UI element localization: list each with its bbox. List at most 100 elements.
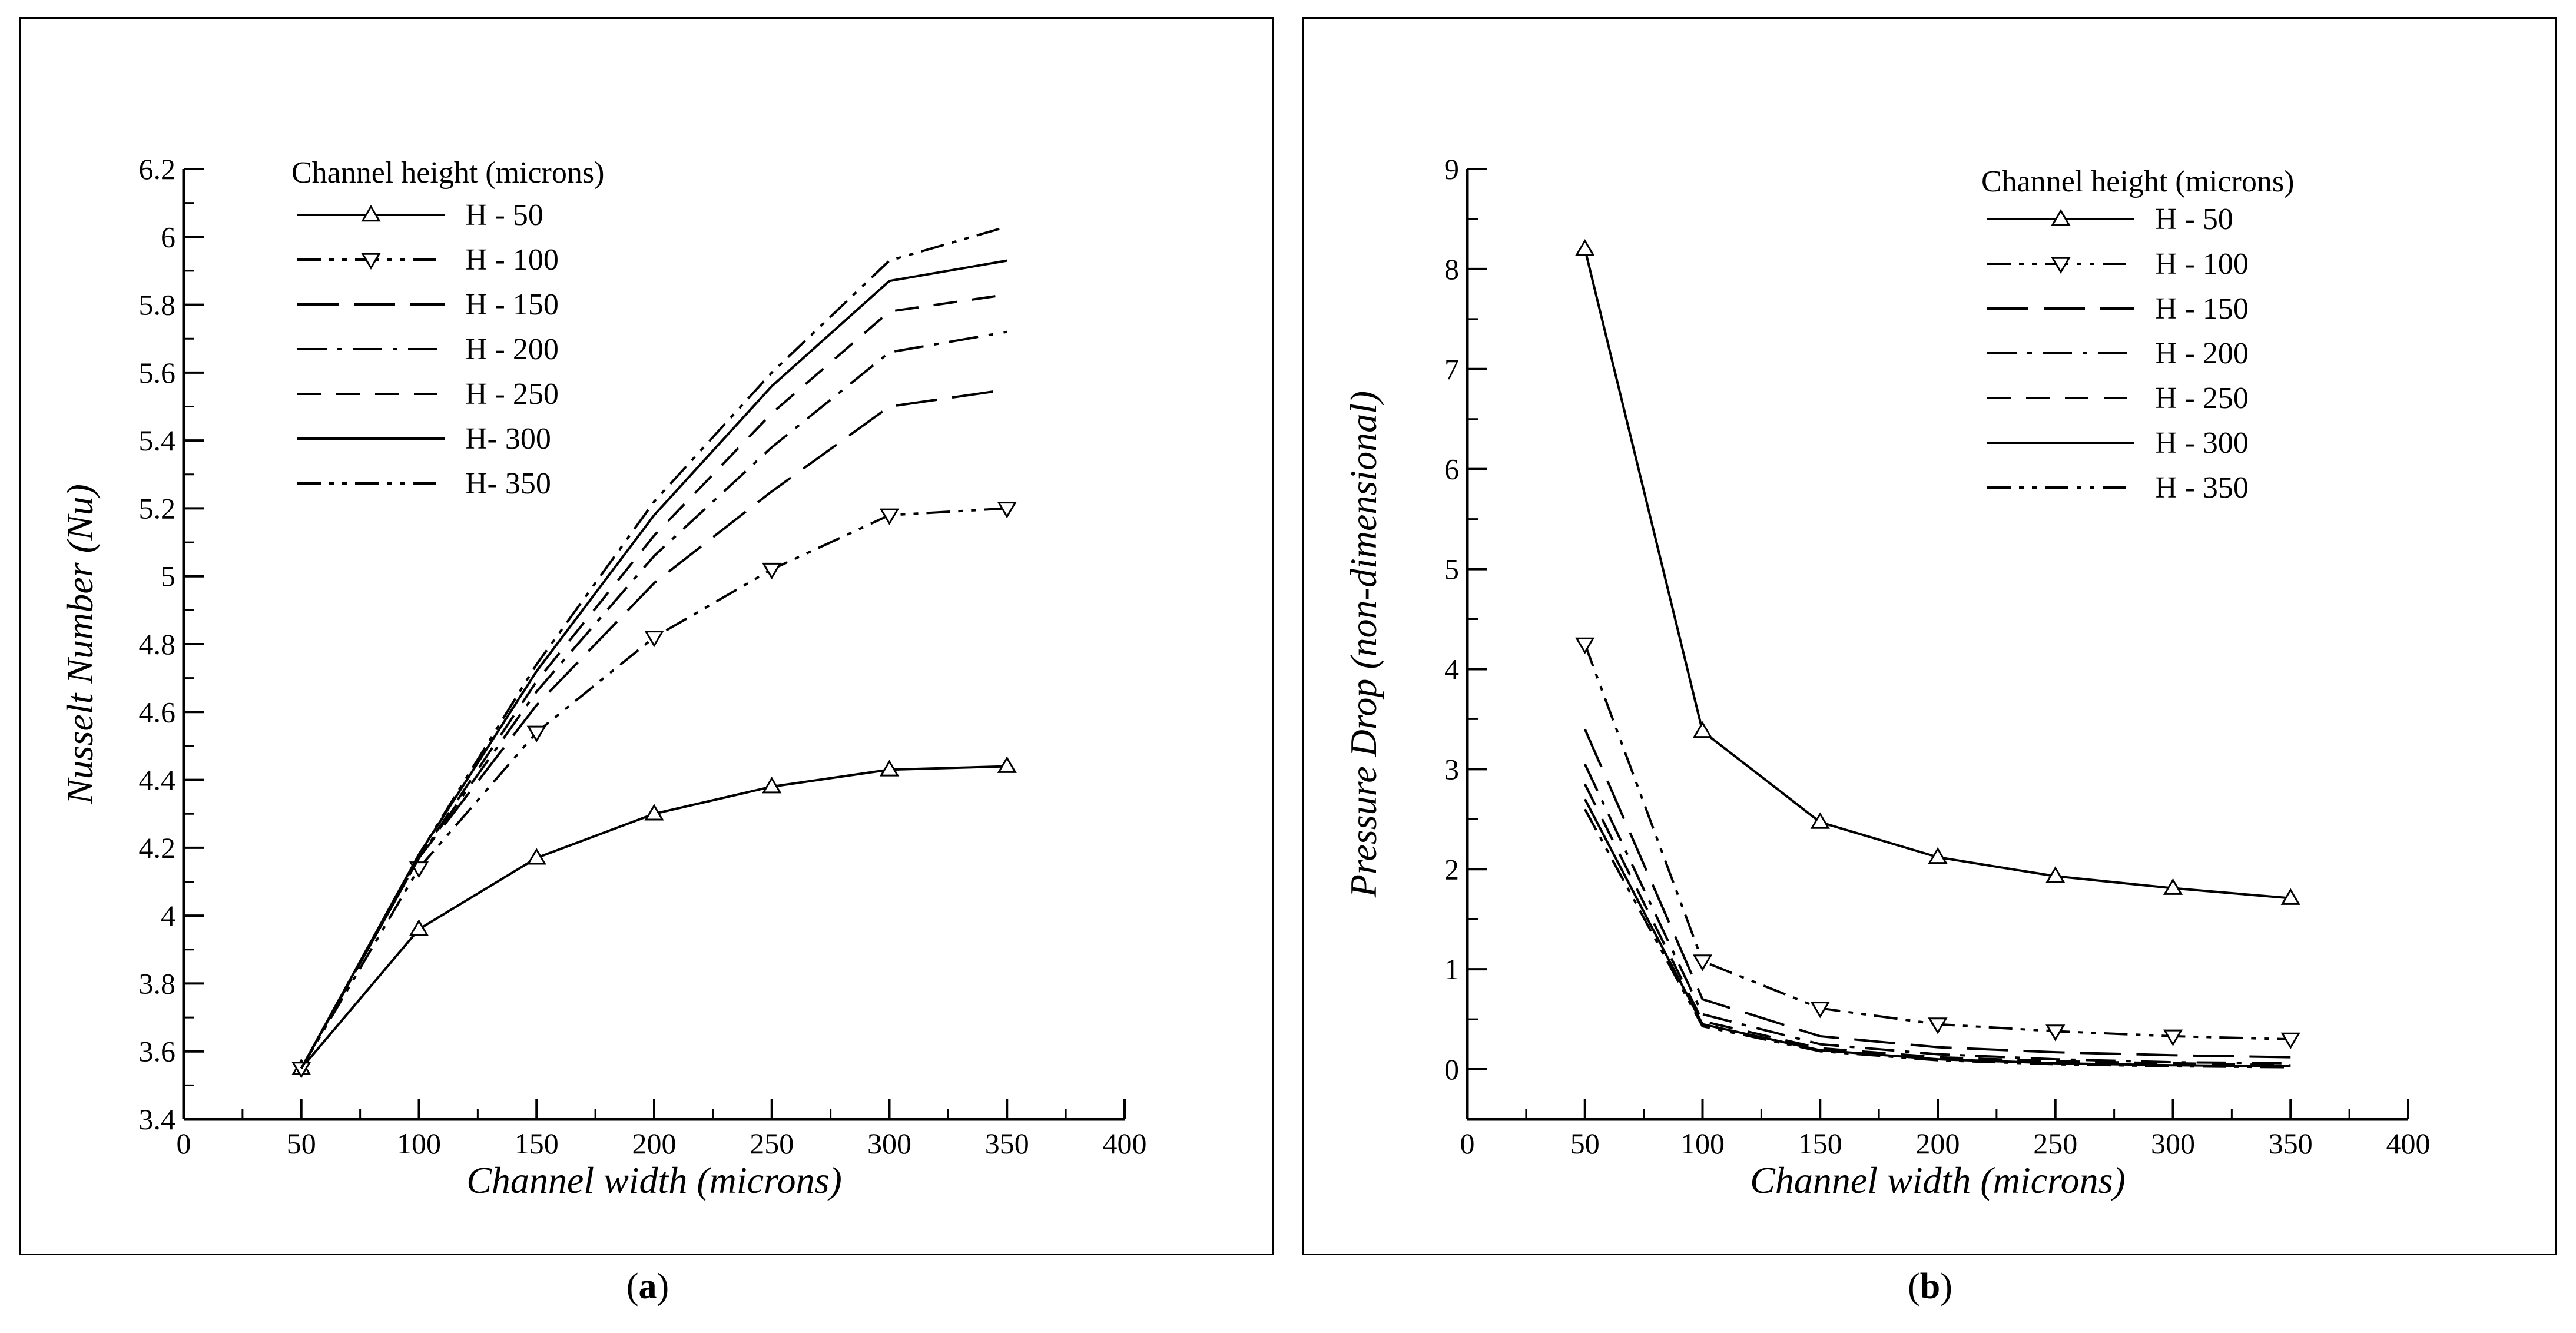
data-point (1810, 812, 1830, 829)
panel-b-frame (1302, 17, 2557, 1255)
y-tick-label: 5 (1444, 553, 1459, 586)
series-1 (1575, 637, 2300, 1050)
data-point (1692, 954, 1713, 971)
x-tick-label: 300 (867, 1127, 911, 1160)
x-tick-label: 400 (2386, 1127, 2431, 1160)
data-point (1928, 847, 1948, 864)
x-tick-label: 200 (1916, 1127, 1960, 1160)
y-tick-label: 7 (1444, 353, 1459, 386)
data-point (526, 725, 546, 742)
x-tick-label: 250 (2033, 1127, 2077, 1160)
x-tick-label: 200 (632, 1127, 677, 1160)
x-tick-label: 100 (1680, 1127, 1725, 1160)
y-tick-label: 4.6 (139, 695, 176, 728)
legend-entry: H - 100 (465, 243, 559, 277)
y-tick-label: 0 (1444, 1053, 1459, 1086)
data-point (1575, 238, 1595, 256)
y-tick-label: 6 (1444, 453, 1459, 486)
caption-a: (a) (626, 1266, 669, 1307)
legend-marker (361, 205, 381, 222)
y-tick-label: 3.6 (139, 1035, 176, 1068)
x-tick-label: 0 (177, 1127, 191, 1160)
chart-b: 0 50 100 150 200 250 300 350 400 0 1 2 3 4 5 6 7 8 9 Channe… (1342, 152, 2431, 1201)
caption-a-letter: a (638, 1266, 657, 1307)
y-tick-label: 3.8 (139, 967, 176, 1000)
panel-a-frame (19, 17, 1274, 1255)
legend-entry: H - 350 (2155, 471, 2249, 505)
x-tick-label: 300 (2151, 1127, 2195, 1160)
series-line (1583, 764, 2291, 1065)
legend: Channel height (microns) H - 50 H - 100 H -… (1981, 165, 2294, 505)
x-tick-label: 350 (2269, 1127, 2313, 1160)
data-point (762, 777, 782, 794)
series-line (1583, 728, 2291, 1059)
data-point (879, 760, 900, 777)
data-point (762, 562, 782, 580)
legend-entry: H - 250 (465, 377, 559, 411)
legend-entry: H - 100 (2155, 247, 2249, 281)
y-tick-label: 8 (1444, 253, 1459, 286)
y-tick-label: 6.2 (139, 152, 176, 185)
legend-entry: H - 200 (2155, 337, 2249, 370)
data-point (2163, 1029, 2183, 1046)
y-tick-label: 9 (1444, 152, 1459, 185)
data-point (2045, 866, 2066, 883)
y-tick-label: 4 (161, 899, 175, 932)
caption-b: (b) (1908, 1266, 1952, 1307)
y-tick-label: 4.8 (139, 628, 176, 661)
caption-b-letter: b (1919, 1266, 1941, 1307)
legend-marker (2051, 257, 2071, 274)
series-2 (300, 388, 1007, 1069)
chart-a: 0 50 100 150 200 250 300 350 400 3.4 3.6 3.8 4 4.2 4.4… (59, 152, 1147, 1201)
x-tick-label: 150 (1798, 1127, 1842, 1160)
data-point (1575, 637, 1595, 654)
series-line (300, 330, 1007, 1069)
series-line (300, 226, 1007, 1069)
data-point (1810, 1002, 1830, 1019)
data-point (879, 508, 900, 525)
legend-marker (2051, 209, 2071, 226)
y-tick-label: 6 (161, 220, 175, 253)
y-tick-label: 5.2 (139, 492, 176, 525)
x-axis-label: Channel width (microns) (1750, 1159, 2126, 1201)
legend-entry: H- 300 (465, 422, 551, 456)
series-line (1583, 783, 2291, 1067)
legend-entry: H - 300 (2155, 426, 2249, 460)
legend-entry: H - 250 (2155, 382, 2249, 415)
series-line (300, 293, 1007, 1069)
data-point (2045, 1024, 2066, 1042)
series-6 (1583, 808, 2291, 1069)
y-axis-label: Nusselt Number (Nu) (59, 484, 101, 805)
x-tick-label: 400 (1103, 1127, 1147, 1160)
y-tick-label: 5.8 (139, 289, 176, 321)
series-4 (1583, 783, 2291, 1067)
x-tick-label: 50 (1570, 1127, 1600, 1160)
x-tick-label: 100 (397, 1127, 441, 1160)
y-tick-label: 4 (1444, 652, 1459, 685)
data-point (291, 1062, 311, 1079)
y-tick-label: 5 (161, 560, 175, 593)
y-tick-label: 4.2 (139, 831, 176, 864)
y-tick-label: 2 (1444, 853, 1459, 886)
legend-marker (361, 253, 381, 270)
x-tick-label: 350 (985, 1127, 1029, 1160)
data-point (644, 631, 664, 648)
series-1 (291, 502, 1017, 1079)
legend: Channel height (microns) H - 50 H - 100 H -… (291, 156, 604, 500)
x-tick-label: 50 (287, 1127, 316, 1160)
data-point (1928, 1017, 1948, 1034)
legend-entry: H - 150 (2155, 292, 2249, 326)
series-0 (291, 756, 1017, 1075)
data-point (644, 804, 664, 821)
x-tick-label: 0 (1460, 1127, 1475, 1160)
y-axis-label: Pressure Drop (non-dimensional) (1342, 391, 1384, 898)
series-line (1583, 808, 2291, 1069)
data-point (997, 502, 1017, 519)
legend-entry: H - 200 (465, 333, 559, 366)
data-point (997, 756, 1017, 773)
series-0 (1575, 238, 2300, 905)
x-tick-label: 250 (750, 1127, 794, 1160)
y-tick-label: 1 (1444, 953, 1459, 986)
y-tick-label: 5.6 (139, 356, 176, 389)
